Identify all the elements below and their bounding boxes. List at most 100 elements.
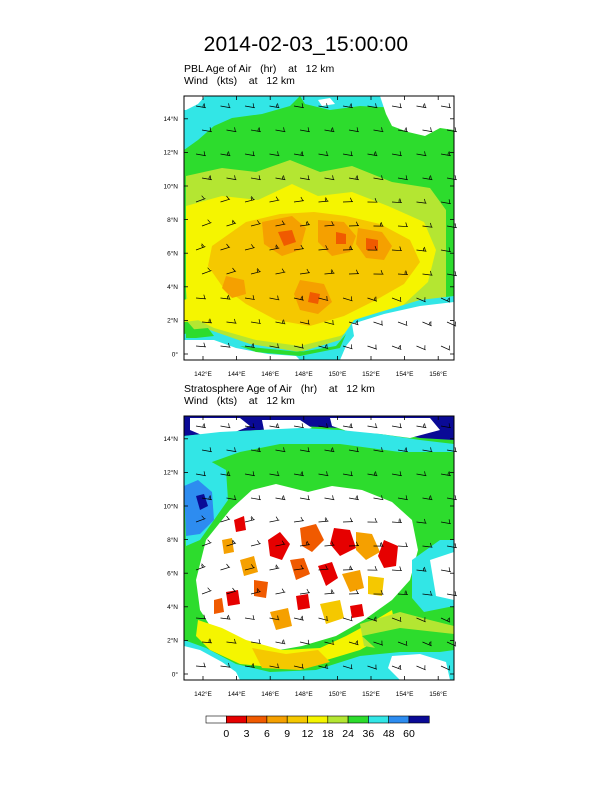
wind-barb — [201, 127, 212, 133]
wind-barb — [293, 471, 304, 477]
wind-barb — [422, 270, 433, 276]
wind-barb — [397, 320, 408, 326]
wind-barb — [269, 295, 280, 301]
wind-barb — [373, 222, 384, 227]
wind-barb — [195, 243, 206, 251]
wind-barb — [324, 495, 335, 501]
wind-barb — [416, 423, 427, 429]
colorbar-swatch — [347, 715, 369, 724]
wind-barb — [299, 220, 310, 227]
panel-2-wind-level: 12 km — [266, 395, 295, 407]
wind-barb — [348, 320, 359, 326]
wind-barb — [367, 518, 378, 523]
lon-tick-label: 154°E — [396, 370, 414, 378]
wind-barb — [397, 640, 408, 646]
lon-tick-label: 156°E — [429, 690, 447, 698]
wind-barb — [348, 589, 360, 595]
panel-1-wind-level-prefix: at — [248, 75, 258, 87]
colorbar-label: 12 — [301, 728, 314, 740]
wind-barb — [342, 197, 354, 203]
wind-barb — [318, 616, 329, 621]
wind-barb — [324, 541, 335, 547]
panel-1-frame — [183, 95, 455, 361]
wind-barb — [293, 516, 304, 523]
wind-barb — [367, 246, 378, 251]
wind-barb — [226, 127, 237, 133]
wind-barb — [195, 614, 206, 620]
panel-2-field-level: 12 km — [346, 383, 375, 395]
wind-barb — [348, 269, 360, 275]
panel-2-field-label: Stratosphere Age of Air — [184, 383, 292, 395]
wind-barb — [269, 103, 280, 109]
wind-barb — [397, 590, 409, 596]
wind-barb — [440, 345, 451, 351]
wind-barb — [391, 246, 403, 252]
wind-barb — [250, 639, 261, 644]
wind-barb — [446, 495, 457, 501]
wind-barb — [367, 616, 378, 622]
panel-2-wind-units: (kts) — [216, 395, 238, 407]
lat-tick-label: 10°N — [163, 182, 178, 190]
wind-barb — [195, 195, 206, 203]
wind-barb — [201, 447, 212, 453]
wind-barb — [250, 220, 261, 227]
wind-barb — [299, 268, 310, 275]
panel-2-field-level-prefix: at — [328, 383, 338, 395]
wind-barb — [342, 103, 353, 109]
wind-barb — [348, 447, 359, 453]
wind-barb — [201, 495, 212, 501]
wind-barb — [195, 342, 206, 348]
wind-barb — [244, 564, 255, 571]
wind-barb — [342, 423, 353, 429]
colorbar-swatch — [226, 715, 247, 724]
wind-barb — [226, 219, 237, 227]
wind-barb — [269, 423, 280, 429]
colorbar-label: 18 — [321, 728, 334, 740]
wind-barb — [318, 471, 329, 477]
wind-barb — [391, 518, 403, 524]
wind-barb — [422, 590, 433, 596]
wind-barb — [342, 296, 353, 302]
wind-barb — [440, 151, 451, 157]
wind-barb — [275, 175, 286, 181]
wind-barb — [416, 246, 427, 252]
wind-barb — [269, 516, 280, 523]
lat-tick-label: 4°N — [167, 603, 178, 611]
colorbar-label: 36 — [362, 728, 375, 740]
wind-barb — [416, 345, 426, 351]
wind-barb — [201, 587, 212, 595]
wind-barb — [446, 175, 457, 181]
colorbar-swatch — [266, 715, 288, 724]
wind-barb — [440, 617, 451, 623]
wind-barb — [416, 471, 427, 477]
wind-barb — [367, 151, 378, 157]
wind-barb — [373, 127, 384, 133]
wind-barb — [275, 127, 286, 133]
panel-1-field-units: (hr) — [260, 63, 277, 75]
strat-age-field — [184, 416, 454, 680]
wind-barb — [367, 198, 378, 203]
colorbar-swatch — [205, 715, 227, 724]
wind-barb — [244, 196, 255, 203]
wind-barb — [220, 662, 231, 668]
wind-barb — [416, 518, 427, 524]
wind-barb — [324, 447, 335, 453]
lat-tick-label: 14°N — [163, 115, 178, 123]
panel-1-title: PBL Age of Air (hr) at 12 km Wind (kts) … — [184, 63, 334, 87]
wind-barb — [220, 294, 231, 300]
wind-barb — [269, 196, 280, 203]
wind-barb — [244, 151, 255, 157]
lat-tick-label: 0° — [172, 350, 179, 358]
wind-barb — [422, 495, 433, 501]
wind-barb — [397, 495, 408, 501]
wind-barb — [275, 319, 286, 325]
panel-1-wind-label: Wind — [184, 75, 208, 87]
wind-barb — [293, 295, 304, 301]
wind-barb — [275, 540, 286, 547]
wind-barb — [416, 566, 427, 572]
wind-barb — [220, 515, 231, 523]
wind-barb — [293, 343, 304, 349]
colorbar-label: 6 — [263, 728, 270, 740]
wind-barb — [318, 517, 329, 523]
